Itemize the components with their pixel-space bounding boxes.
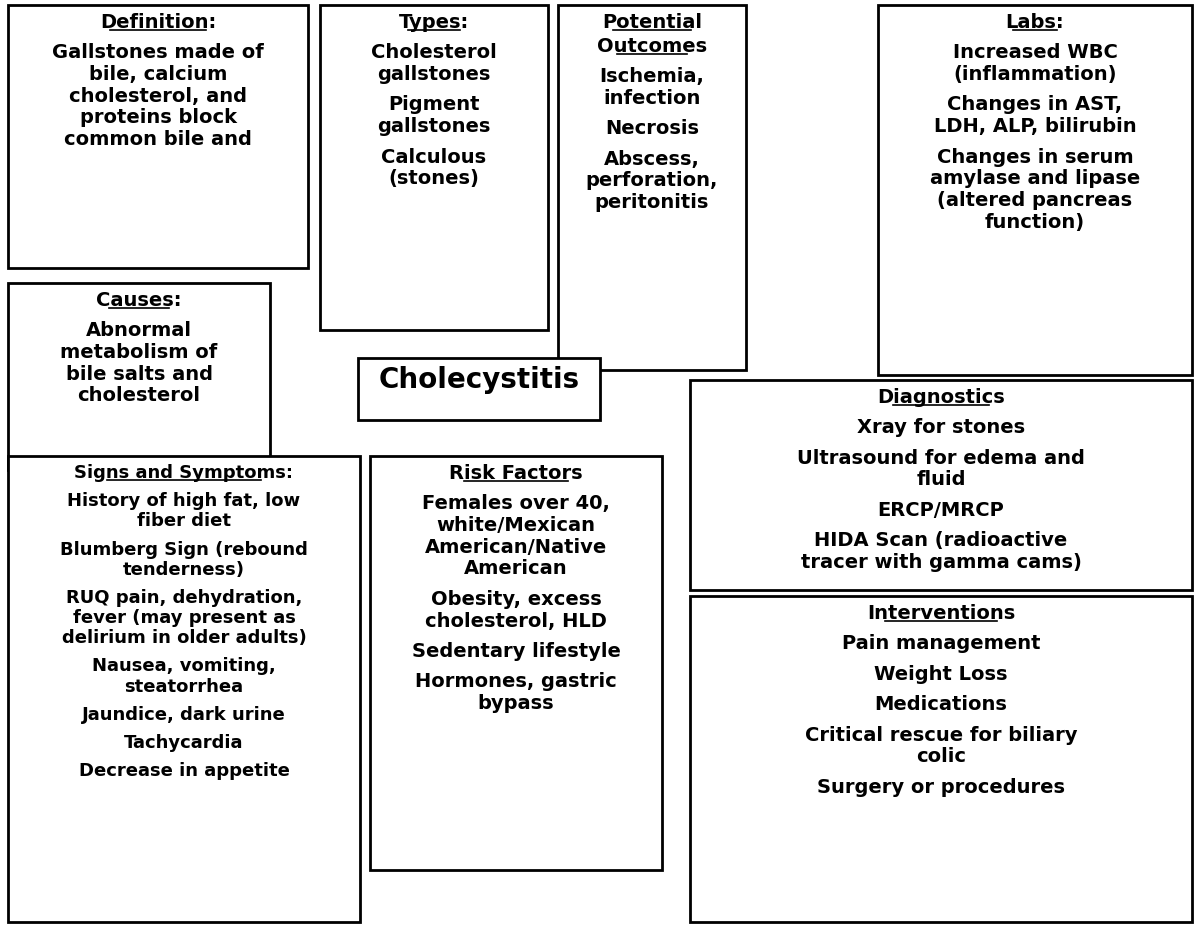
Text: Pain management: Pain management bbox=[841, 634, 1040, 654]
Text: Outcomes: Outcomes bbox=[596, 37, 707, 56]
Bar bbox=[358, 358, 600, 420]
Text: (stones): (stones) bbox=[389, 170, 480, 188]
Text: Abscess,: Abscess, bbox=[604, 149, 700, 169]
Text: Abnormal: Abnormal bbox=[86, 322, 192, 340]
Text: Sedentary lifestyle: Sedentary lifestyle bbox=[412, 641, 620, 661]
Bar bbox=[690, 380, 1192, 590]
Text: steatorrhea: steatorrhea bbox=[125, 678, 244, 695]
Text: Interventions: Interventions bbox=[866, 604, 1015, 623]
Text: Risk Factors: Risk Factors bbox=[449, 464, 583, 483]
Text: (inflammation): (inflammation) bbox=[953, 65, 1117, 84]
Text: Jaundice, dark urine: Jaundice, dark urine bbox=[82, 705, 286, 724]
Text: white/Mexican: white/Mexican bbox=[437, 516, 595, 535]
Text: Necrosis: Necrosis bbox=[605, 120, 698, 138]
Text: Hormones, gastric: Hormones, gastric bbox=[415, 672, 617, 692]
Text: Obesity, excess: Obesity, excess bbox=[431, 590, 601, 609]
Text: amylase and lipase: amylase and lipase bbox=[930, 170, 1140, 188]
Bar bbox=[878, 5, 1192, 375]
Text: (altered pancreas: (altered pancreas bbox=[937, 191, 1133, 210]
Text: Critical rescue for biliary: Critical rescue for biliary bbox=[805, 726, 1078, 744]
Text: Causes:: Causes: bbox=[96, 291, 181, 310]
Text: Pigment: Pigment bbox=[389, 95, 480, 114]
Text: Decrease in appetite: Decrease in appetite bbox=[78, 762, 289, 781]
Text: bile, calcium: bile, calcium bbox=[89, 65, 227, 84]
Text: Cholesterol: Cholesterol bbox=[371, 44, 497, 62]
Text: Cholecystitis: Cholecystitis bbox=[378, 366, 580, 394]
Text: American/Native: American/Native bbox=[425, 538, 607, 557]
Text: gallstones: gallstones bbox=[377, 65, 491, 84]
Bar bbox=[558, 5, 746, 370]
Bar bbox=[320, 5, 548, 330]
Text: Potential: Potential bbox=[602, 13, 702, 32]
Text: Weight Loss: Weight Loss bbox=[875, 665, 1008, 684]
Text: Females over 40,: Females over 40, bbox=[422, 494, 610, 514]
Text: tracer with gamma cams): tracer with gamma cams) bbox=[800, 552, 1081, 572]
Text: infection: infection bbox=[604, 89, 701, 108]
Bar bbox=[8, 456, 360, 922]
Text: fever (may present as: fever (may present as bbox=[72, 609, 295, 627]
Text: common bile and: common bile and bbox=[64, 130, 252, 149]
Text: Labs:: Labs: bbox=[1006, 13, 1064, 32]
Text: Xray for stones: Xray for stones bbox=[857, 418, 1025, 438]
Text: Changes in serum: Changes in serum bbox=[937, 147, 1133, 167]
Text: fluid: fluid bbox=[917, 471, 966, 489]
Text: Increased WBC: Increased WBC bbox=[953, 44, 1117, 62]
Text: Definition:: Definition: bbox=[100, 13, 216, 32]
Text: tenderness): tenderness) bbox=[124, 561, 245, 578]
Text: Calculous: Calculous bbox=[382, 147, 486, 167]
Text: Surgery or procedures: Surgery or procedures bbox=[817, 778, 1066, 796]
Text: HIDA Scan (radioactive: HIDA Scan (radioactive bbox=[815, 531, 1068, 551]
Text: Types:: Types: bbox=[398, 13, 469, 32]
Text: gallstones: gallstones bbox=[377, 117, 491, 136]
Text: peritonitis: peritonitis bbox=[595, 193, 709, 212]
Text: Tachycardia: Tachycardia bbox=[125, 734, 244, 752]
Text: cholesterol, HLD: cholesterol, HLD bbox=[425, 612, 607, 630]
Bar bbox=[690, 596, 1192, 922]
Text: Blumberg Sign (rebound: Blumberg Sign (rebound bbox=[60, 540, 308, 559]
Text: Gallstones made of: Gallstones made of bbox=[52, 44, 264, 62]
Text: Changes in AST,: Changes in AST, bbox=[948, 95, 1122, 114]
Bar bbox=[8, 5, 308, 268]
Text: Ischemia,: Ischemia, bbox=[600, 68, 704, 86]
Text: ERCP/MRCP: ERCP/MRCP bbox=[877, 501, 1004, 520]
Text: metabolism of: metabolism of bbox=[60, 343, 217, 362]
Text: colic: colic bbox=[916, 747, 966, 767]
Text: American: American bbox=[464, 560, 568, 578]
Text: Nausea, vomiting,: Nausea, vomiting, bbox=[92, 657, 276, 676]
Text: Diagnostics: Diagnostics bbox=[877, 388, 1004, 407]
Text: function): function) bbox=[985, 212, 1085, 232]
Text: Ultrasound for edema and: Ultrasound for edema and bbox=[797, 449, 1085, 468]
Text: bypass: bypass bbox=[478, 694, 554, 713]
Text: proteins block: proteins block bbox=[79, 108, 236, 128]
Text: History of high fat, low: History of high fat, low bbox=[67, 492, 300, 510]
Text: cholesterol, and: cholesterol, and bbox=[70, 87, 247, 106]
Bar bbox=[370, 456, 662, 870]
Text: bile salts and: bile salts and bbox=[66, 365, 212, 384]
Text: perforation,: perforation, bbox=[586, 171, 718, 190]
Text: cholesterol: cholesterol bbox=[78, 387, 200, 405]
Text: LDH, ALP, bilirubin: LDH, ALP, bilirubin bbox=[934, 117, 1136, 136]
Text: RUQ pain, dehydration,: RUQ pain, dehydration, bbox=[66, 589, 302, 607]
Text: Medications: Medications bbox=[875, 695, 1008, 714]
Text: delirium in older adults): delirium in older adults) bbox=[61, 629, 306, 647]
Bar bbox=[8, 283, 270, 470]
Text: fiber diet: fiber diet bbox=[137, 513, 230, 530]
Text: Signs and Symptoms:: Signs and Symptoms: bbox=[74, 464, 294, 482]
